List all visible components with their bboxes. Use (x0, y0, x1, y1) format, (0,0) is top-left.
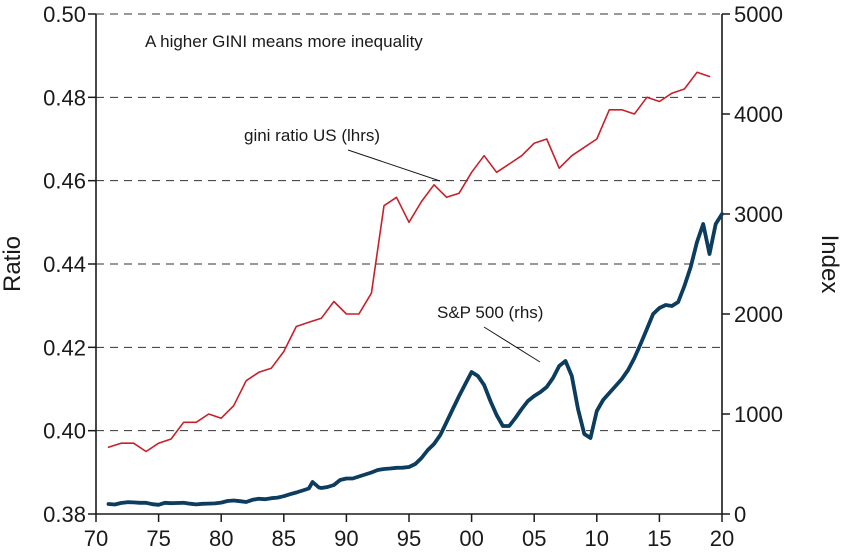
right-tick-label: 1000 (734, 402, 783, 427)
x-tick-label: 20 (710, 526, 734, 551)
gridlines (96, 13, 722, 432)
x-tick-label: 95 (397, 526, 421, 551)
right-axis-ticks: 0 1000 2000 3000 4000 5000 (722, 2, 783, 527)
sp500-callout-leader (483, 326, 541, 363)
gini-callout: gini ratio US (lhrs) (244, 126, 441, 182)
x-tick-label: 85 (272, 526, 296, 551)
x-tick-label: 05 (522, 526, 546, 551)
right-tick-label: 0 (734, 502, 746, 527)
gini-callout-leader (347, 149, 441, 182)
left-tick-label: 0.50 (43, 2, 86, 27)
x-tick-label: 15 (647, 526, 671, 551)
left-axis-ticks: 0.38 0.40 0.42 0.44 0.46 0.48 0.50 (43, 2, 96, 527)
gini-series-line (107, 71, 711, 453)
left-tick-label: 0.46 (43, 169, 86, 194)
left-tick-label: 0.42 (43, 335, 86, 360)
left-axis-title: Ratio (0, 236, 26, 292)
right-tick-label: 2000 (734, 302, 783, 327)
left-tick-label: 0.48 (43, 85, 86, 110)
sp500-callout: S&P 500 (rhs) (437, 303, 543, 363)
chart-annotation-top: A higher GINI means more inequality (145, 32, 423, 51)
x-tick-label: 75 (146, 526, 170, 551)
x-axis-ticks: 70 75 80 85 90 95 00 05 10 15 20 (84, 514, 734, 551)
series-layer (106, 71, 724, 507)
x-tick-label: 70 (84, 526, 108, 551)
right-tick-label: 4000 (734, 102, 783, 127)
x-tick-label: 00 (459, 526, 483, 551)
x-tick-label: 10 (585, 526, 609, 551)
x-tick-label: 80 (209, 526, 233, 551)
gini-series-label: gini ratio US (lhrs) (244, 126, 380, 145)
x-tick-label: 90 (334, 526, 358, 551)
right-tick-label: 5000 (734, 2, 783, 27)
sp500-series-line (106, 212, 724, 507)
right-axis-title: Index (816, 235, 842, 294)
left-tick-label: 0.44 (43, 252, 86, 277)
sp500-series-label: S&P 500 (rhs) (437, 303, 543, 322)
left-tick-label: 0.40 (43, 419, 86, 444)
right-tick-label: 3000 (734, 202, 783, 227)
left-tick-label: 0.38 (43, 502, 86, 527)
